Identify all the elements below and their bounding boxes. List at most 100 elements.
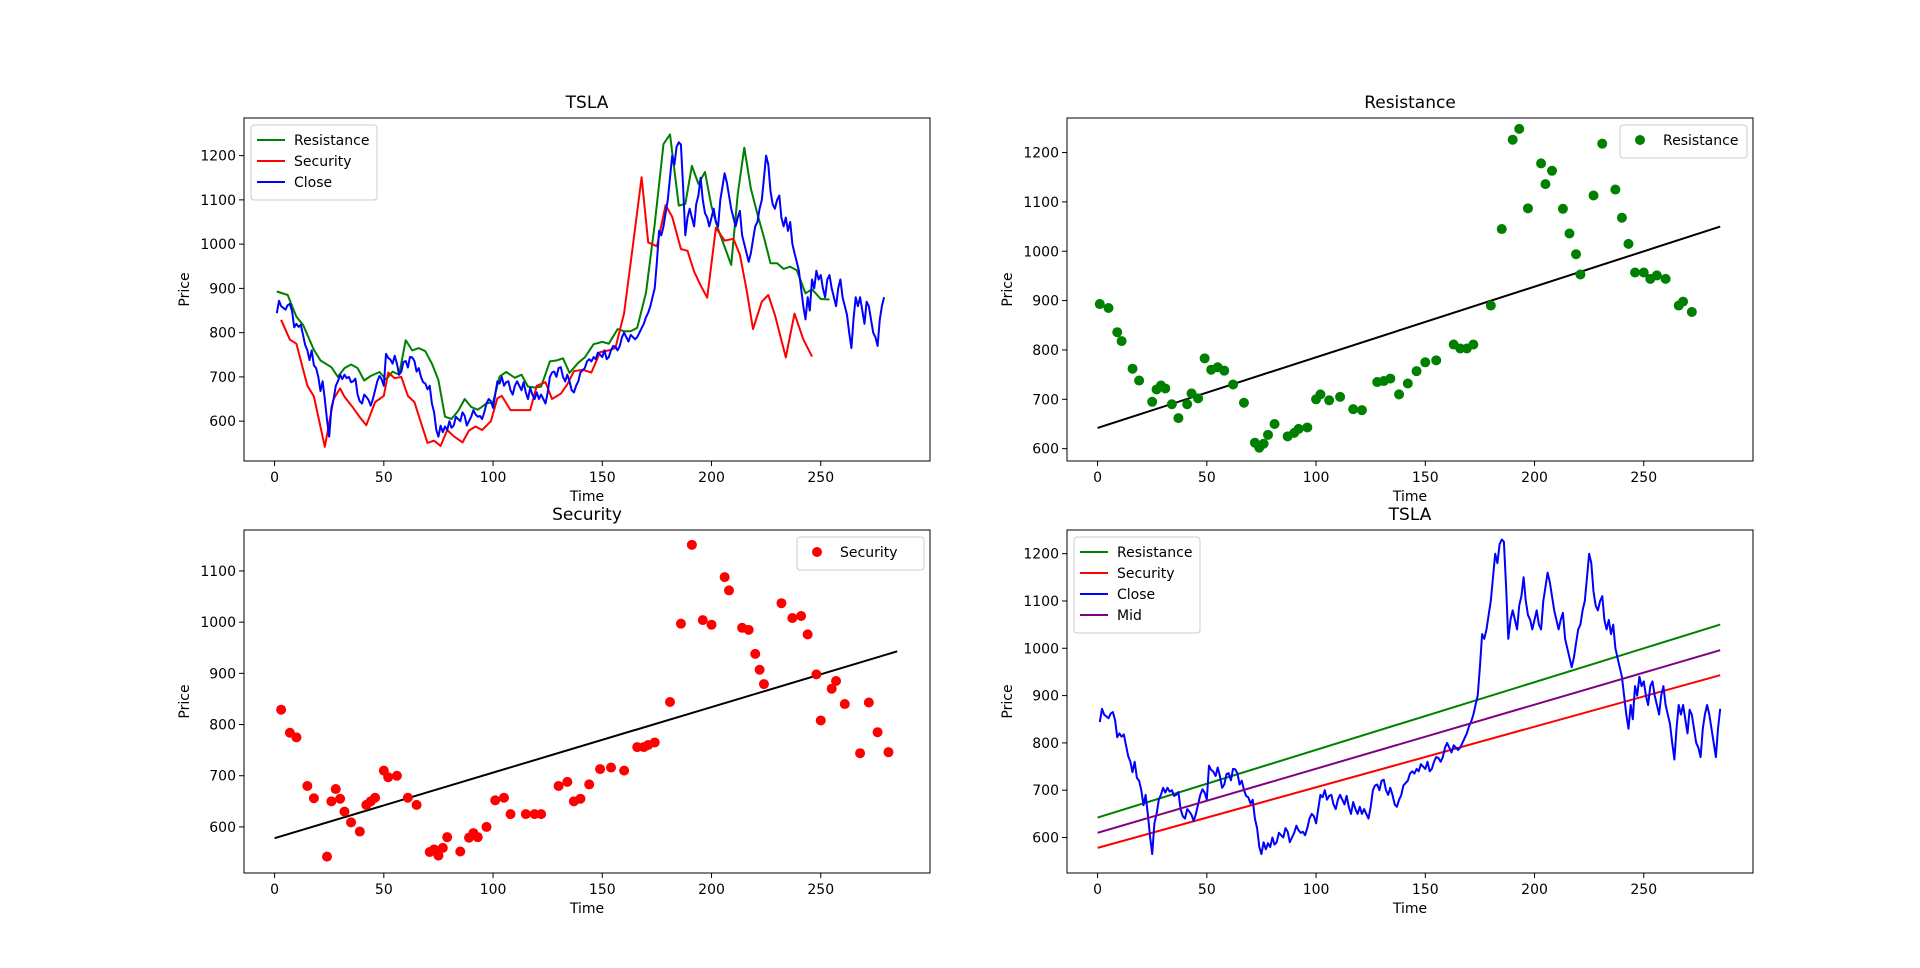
legend-box: [796, 536, 925, 571]
resistance-point: [1315, 389, 1326, 400]
x-tick-label: 200: [698, 882, 725, 898]
x-tick-label: 50: [1198, 882, 1216, 898]
x-tick-label: 100: [1303, 882, 1330, 898]
resistance-point: [1103, 303, 1114, 314]
resistance-point: [1571, 249, 1582, 260]
y-tick-label: 900: [1032, 689, 1059, 705]
security-point: [758, 679, 769, 690]
plot-area: [275, 133, 886, 448]
security-point: [872, 727, 883, 738]
security-point: [826, 683, 837, 694]
resistance-point: [1651, 270, 1662, 281]
chart-p3: Security 0 50 100 150 200 250 600 700 800 900 1000 1…: [177, 505, 931, 917]
resistance-point: [1514, 123, 1525, 134]
security-point: [686, 539, 697, 550]
y-tick-label: 800: [209, 326, 236, 342]
legend-box: [1073, 536, 1201, 634]
chart-title: Security: [552, 505, 622, 525]
y-tick-label: 700: [1032, 392, 1059, 408]
resistance-point: [1127, 363, 1138, 374]
chart-p1: TSLA 0 50 100 150 200 250 600 700 800 900 1000 1100 1…: [177, 93, 931, 505]
resistance-point: [1219, 365, 1230, 376]
security-point: [354, 826, 365, 837]
y-axis-label: Price: [177, 272, 193, 306]
resistance-point: [1147, 396, 1158, 407]
security-point: [665, 697, 676, 708]
y-tick-label: 800: [1032, 343, 1059, 359]
y-tick-label: 1100: [1023, 195, 1059, 211]
chart-title: TSLA: [1388, 505, 1432, 525]
resistance-point: [1324, 395, 1335, 406]
resistance-point: [1356, 405, 1367, 416]
x-tick-label: 200: [1521, 882, 1548, 898]
security-point: [383, 772, 394, 783]
close-line: [275, 141, 886, 438]
resistance-point: [1610, 184, 1621, 195]
legend: Resistance Security Close Mid: [1073, 536, 1201, 634]
x-tick-label: 50: [1198, 470, 1216, 486]
resistance-point: [1348, 404, 1359, 415]
resistance-point: [1293, 423, 1304, 434]
resistance-point: [1402, 378, 1413, 389]
resistance-point: [1630, 267, 1641, 278]
legend-marker-security: [812, 547, 822, 557]
security-point: [839, 699, 850, 710]
y-tick-label: 1200: [200, 149, 236, 165]
x-axis-label: Time: [569, 489, 604, 505]
security-line: [1097, 674, 1721, 849]
resistance-point: [1522, 203, 1533, 214]
x-tick-label: 0: [1093, 882, 1102, 898]
security-point: [326, 796, 337, 807]
legend-label-security: Security: [294, 154, 352, 170]
chart-p4: TSLA 0 50 100 150 200 250 600 700 800 900 1000 1100 1…: [1000, 505, 1754, 917]
security-point: [649, 737, 660, 748]
chart-title: Resistance: [1364, 93, 1456, 113]
legend: Resistance: [1619, 124, 1748, 159]
security-point: [370, 792, 381, 803]
chart-title: TSLA: [565, 93, 609, 113]
legend-label-close: Close: [294, 175, 332, 191]
chart-p2: Resistance 0 50 100 150 200 250 600 700 800 900 100…: [1000, 93, 1754, 505]
resistance-point: [1507, 134, 1518, 145]
security-point: [675, 618, 686, 629]
y-tick-label: 1100: [1023, 594, 1059, 610]
security-point: [697, 615, 708, 626]
y-tick-label: 600: [209, 820, 236, 836]
resistance-point: [1262, 429, 1273, 440]
security-point: [291, 732, 302, 743]
legend-label-security: Security: [840, 545, 898, 561]
x-tick-label: 100: [480, 882, 507, 898]
legend-label-security: Security: [1117, 566, 1175, 582]
resistance-point: [1431, 355, 1442, 366]
x-tick-label: 200: [1521, 470, 1548, 486]
security-point: [472, 832, 483, 843]
security-point: [815, 715, 826, 726]
resistance-point: [1678, 296, 1689, 307]
y-tick-label: 1000: [1023, 244, 1059, 260]
resistance-point: [1564, 228, 1575, 239]
security-point: [776, 598, 787, 609]
y-tick-label: 1000: [200, 237, 236, 253]
resistance-point: [1686, 306, 1697, 317]
y-axis-label: Price: [177, 684, 193, 718]
resistance-point: [1420, 357, 1431, 368]
resistance-point: [1228, 379, 1239, 390]
security-point: [796, 611, 807, 622]
legend-label-resistance: Resistance: [1663, 133, 1738, 149]
resistance-point: [1468, 339, 1479, 350]
y-tick-label: 700: [209, 769, 236, 785]
resistance-point: [1160, 383, 1171, 394]
y-axis-label: Price: [1000, 272, 1016, 306]
security-point: [831, 676, 842, 687]
security-point: [505, 809, 516, 820]
security-point: [595, 764, 606, 775]
axes-frame: [243, 117, 931, 462]
resistance-point: [1173, 413, 1184, 424]
plot-area: [1097, 538, 1722, 856]
resistance-point: [1116, 336, 1127, 347]
resistance-point: [1411, 366, 1422, 377]
legend: Resistance Security Close: [250, 124, 378, 201]
security-point: [619, 765, 630, 776]
axes-frame: [1066, 529, 1754, 874]
security-point: [481, 821, 492, 832]
